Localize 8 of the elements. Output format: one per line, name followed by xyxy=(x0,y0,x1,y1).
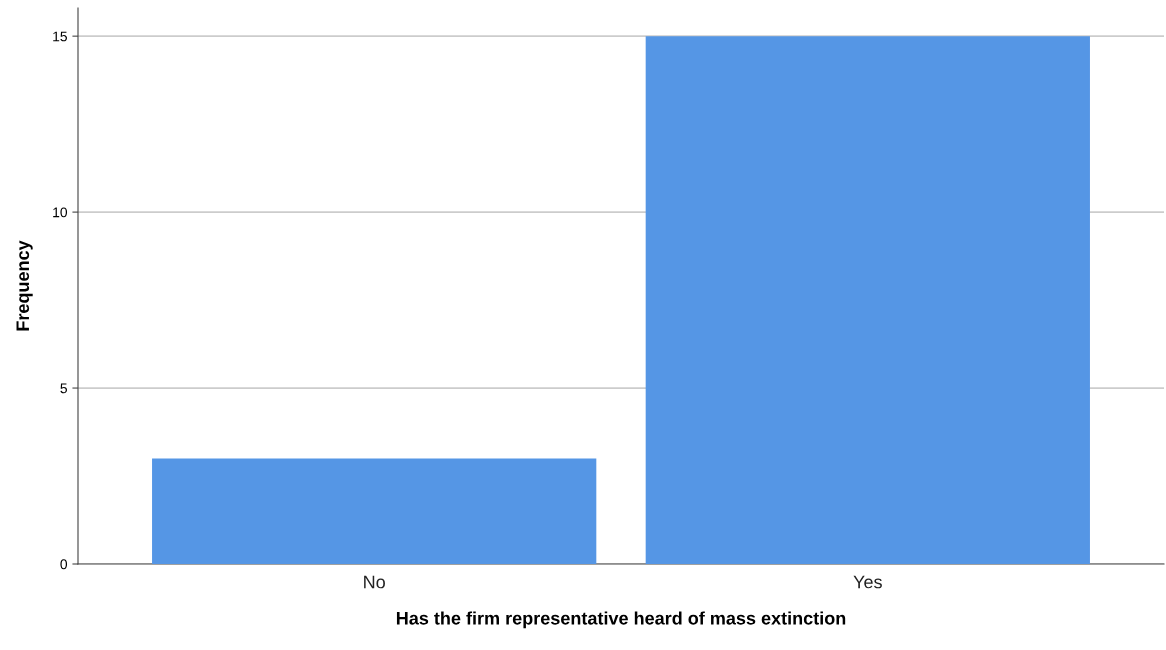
y-tick-label: 5 xyxy=(60,383,67,394)
x-axis-title: Has the firm representative heard of mass extinction xyxy=(396,611,846,629)
y-tick-label: 15 xyxy=(53,31,67,42)
x-tick-label: No xyxy=(364,575,385,589)
y-tick-label: 10 xyxy=(53,207,68,218)
x-tick-label: Yes xyxy=(853,575,882,589)
y-axis-title: Frequency xyxy=(16,240,33,331)
y-tick-label: 0 xyxy=(60,559,68,570)
